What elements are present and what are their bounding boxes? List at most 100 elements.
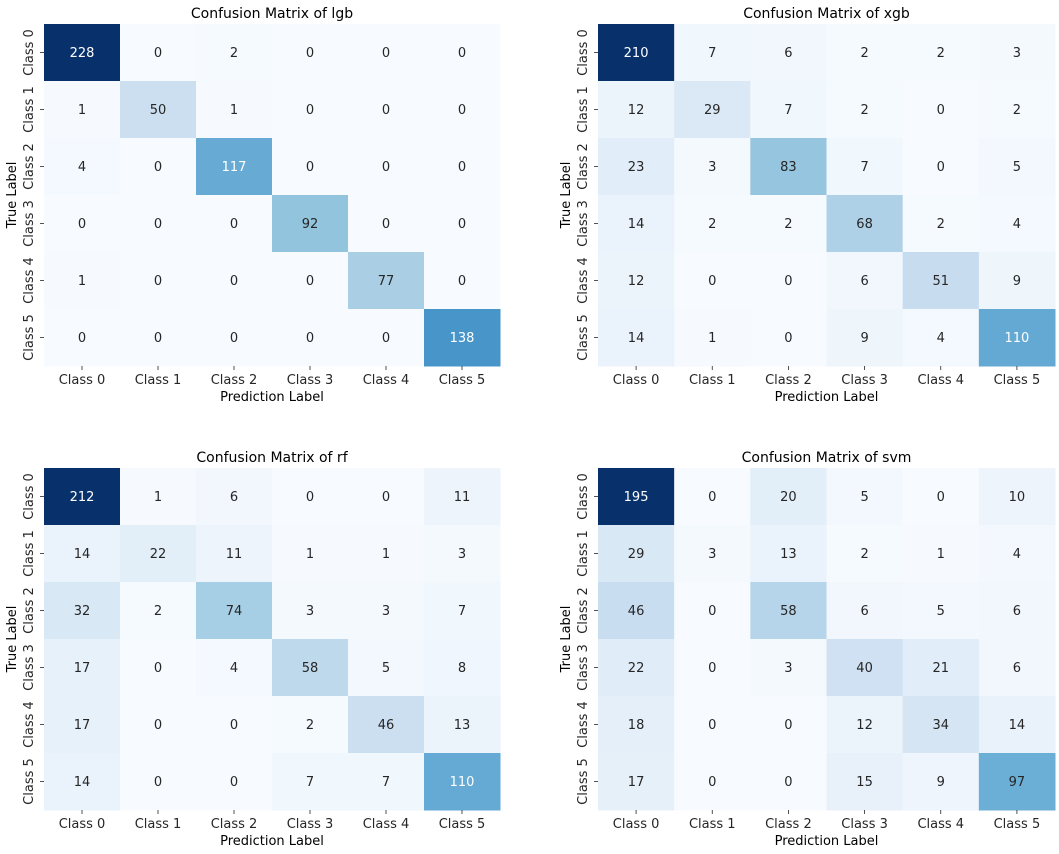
y-tick-label: Class 3 bbox=[576, 644, 591, 691]
y-tick-label: Class 0 bbox=[576, 473, 591, 520]
cell-value-label: 0 bbox=[306, 103, 314, 118]
cell-value-label: 117 bbox=[222, 160, 247, 175]
x-axis-label: Prediction Label bbox=[220, 834, 324, 849]
heatmap-cell bbox=[598, 753, 675, 811]
x-tick-label: Class 2 bbox=[765, 373, 812, 388]
cell-value-label: 51 bbox=[932, 274, 949, 289]
cell-value-label: 2 bbox=[708, 217, 716, 232]
cell-value-label: 23 bbox=[628, 160, 645, 175]
heatmap-cell bbox=[272, 753, 349, 811]
cell-value-label: 0 bbox=[154, 160, 162, 175]
y-tick-label: Class 5 bbox=[22, 314, 37, 361]
heatmap-cell bbox=[120, 582, 197, 640]
heatmap-cell bbox=[348, 468, 425, 526]
cell-value-label: 5 bbox=[860, 490, 868, 505]
cell-value-label: 1 bbox=[154, 490, 162, 505]
heatmap-cell bbox=[120, 639, 197, 697]
heatmap-cell bbox=[674, 582, 751, 640]
heatmap-cell bbox=[272, 195, 349, 253]
heatmap-cell bbox=[424, 639, 501, 697]
cell-value-label: 6 bbox=[860, 604, 868, 619]
x-tick-label: Class 3 bbox=[841, 373, 888, 388]
heatmap-cell bbox=[272, 468, 349, 526]
y-tick-label: Class 1 bbox=[576, 530, 591, 577]
cell-value-label: 4 bbox=[1013, 547, 1021, 562]
cell-value-label: 46 bbox=[378, 718, 395, 733]
heatmap-cell bbox=[272, 24, 349, 82]
x-tick-label: Class 4 bbox=[363, 817, 410, 832]
heatmap-cell bbox=[348, 24, 425, 82]
cell-value-label: 0 bbox=[306, 331, 314, 346]
cell-value-label: 3 bbox=[708, 547, 716, 562]
x-tick-label: Class 3 bbox=[287, 817, 334, 832]
cell-value-label: 0 bbox=[154, 718, 162, 733]
cell-value-label: 58 bbox=[780, 604, 797, 619]
heatmap-cell bbox=[902, 582, 980, 640]
cell-value-label: 0 bbox=[784, 775, 792, 790]
cell-value-label: 0 bbox=[458, 217, 466, 232]
heatmap-cell bbox=[44, 24, 121, 82]
cell-value-label: 1 bbox=[937, 547, 945, 562]
cell-value-label: 17 bbox=[628, 775, 645, 790]
cell-value-label: 6 bbox=[230, 490, 238, 505]
heatmap-cell bbox=[750, 696, 827, 754]
cell-value-label: 21 bbox=[932, 661, 949, 676]
cell-value-label: 1 bbox=[708, 331, 716, 346]
heatmap-cell bbox=[196, 753, 273, 811]
heatmap-cell bbox=[674, 525, 751, 583]
heatmap-cell bbox=[902, 468, 980, 526]
cell-value-label: 17 bbox=[74, 661, 91, 676]
cell-value-label: 2 bbox=[230, 46, 238, 61]
heatmap-cell bbox=[272, 309, 349, 367]
heatmap-cell bbox=[120, 468, 197, 526]
heatmap-cell bbox=[348, 81, 425, 139]
heatmap-cell bbox=[598, 24, 675, 82]
cell-value-label: 0 bbox=[458, 46, 466, 61]
cell-value-label: 3 bbox=[784, 661, 792, 676]
heatmap-cell bbox=[120, 753, 197, 811]
cell-value-label: 0 bbox=[784, 718, 792, 733]
heatmap-cell bbox=[750, 753, 827, 811]
y-tick-label: Class 0 bbox=[22, 473, 37, 520]
heatmap-cell bbox=[424, 582, 501, 640]
cell-value-label: 0 bbox=[458, 103, 466, 118]
heatmap-cell bbox=[120, 138, 197, 196]
heatmap-cell bbox=[902, 525, 980, 583]
heatmap-cell bbox=[674, 195, 751, 253]
heatmap-cell bbox=[978, 309, 1056, 367]
heatmap-cell bbox=[826, 639, 904, 697]
heatmap-cell bbox=[424, 24, 501, 82]
cell-value-label: 3 bbox=[1013, 46, 1021, 61]
heatmap-cell bbox=[424, 195, 501, 253]
cell-value-label: 6 bbox=[860, 274, 868, 289]
heatmap-cell bbox=[674, 81, 751, 139]
cell-value-label: 0 bbox=[154, 274, 162, 289]
cell-value-label: 11 bbox=[226, 547, 243, 562]
cell-value-label: 14 bbox=[1009, 718, 1026, 733]
heatmap-cell bbox=[44, 582, 121, 640]
heatmap-cell bbox=[424, 525, 501, 583]
cell-value-label: 14 bbox=[74, 775, 91, 790]
cell-value-label: 12 bbox=[856, 718, 873, 733]
cell-value-label: 2 bbox=[154, 604, 162, 619]
cell-value-label: 1 bbox=[306, 547, 314, 562]
cell-value-label: 92 bbox=[302, 217, 319, 232]
x-tick-label: Class 5 bbox=[439, 817, 486, 832]
heatmap-cell bbox=[750, 468, 827, 526]
heatmap-cell bbox=[272, 138, 349, 196]
cell-value-label: 0 bbox=[708, 661, 716, 676]
heatmap-cell bbox=[424, 696, 501, 754]
y-axis-label: True Label bbox=[559, 162, 574, 230]
y-tick-label: Class 1 bbox=[22, 530, 37, 577]
cell-value-label: 50 bbox=[150, 103, 167, 118]
cell-value-label: 1 bbox=[382, 547, 390, 562]
cell-value-label: 4 bbox=[937, 331, 945, 346]
heatmap-cell bbox=[272, 639, 349, 697]
heatmap-cell bbox=[978, 696, 1056, 754]
heatmap-cell bbox=[120, 525, 197, 583]
cell-value-label: 0 bbox=[382, 331, 390, 346]
heatmap-cell bbox=[750, 309, 827, 367]
heatmap-cell bbox=[348, 252, 425, 310]
